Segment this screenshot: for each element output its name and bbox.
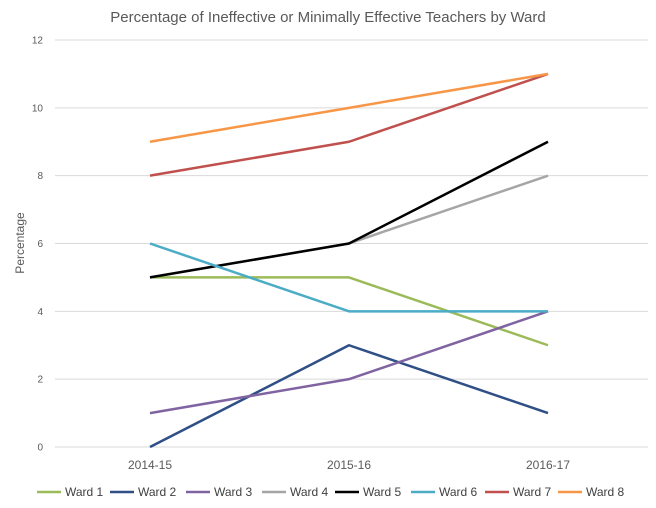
legend-label-ward-2: Ward 2 (138, 485, 177, 499)
y-tick-label-8: 8 (37, 171, 43, 182)
legend-label-ward-6: Ward 6 (439, 485, 478, 499)
legend-item-ward-2: Ward 2 (110, 485, 177, 499)
series-line-ward-3 (149, 310, 549, 415)
x-tick-label-2015-16: 2015-16 (327, 458, 371, 472)
legend-item-ward-8: Ward 8 (558, 485, 625, 499)
series-lines (149, 72, 549, 449)
series-line-ward-1 (150, 276, 549, 347)
series-line-ward-7 (149, 72, 549, 177)
x-tick-label-2014-15: 2014-15 (128, 458, 172, 472)
legend-item-ward-1: Ward 1 (37, 485, 104, 499)
y-tick-label-2: 2 (37, 375, 43, 386)
y-tick-label-12: 12 (32, 36, 44, 47)
series-line-ward-5 (149, 140, 549, 279)
y-tick-label-0: 0 (37, 443, 43, 454)
chart-title: Percentage of Ineffective or Minimally E… (110, 9, 545, 26)
legend-item-ward-5: Ward 5 (335, 485, 402, 499)
y-tick-label-4: 4 (37, 307, 43, 318)
legend: Ward 1 Ward 2 Ward 3 Ward 4 Ward 5 Ward 6 Ward… (37, 485, 625, 499)
x-tick-labels: 2014-15 2015-16 2016-17 (128, 458, 570, 472)
legend-label-ward-5: Ward 5 (363, 485, 402, 499)
series-line-ward-2 (149, 344, 549, 449)
series-line-ward-8 (149, 72, 549, 143)
legend-label-ward-4: Ward 4 (290, 485, 329, 499)
legend-label-ward-1: Ward 1 (65, 485, 104, 499)
y-tick-label-10: 10 (32, 103, 44, 114)
legend-item-ward-3: Ward 3 (186, 485, 253, 499)
y-axis-label: Percentage (13, 212, 27, 274)
legend-item-ward-7: Ward 7 (485, 485, 552, 499)
legend-label-ward-7: Ward 7 (513, 485, 552, 499)
legend-item-ward-4: Ward 4 (262, 485, 329, 499)
legend-label-ward-3: Ward 3 (214, 485, 253, 499)
x-tick-label-2016-17: 2016-17 (526, 458, 570, 472)
y-tick-label-6: 6 (37, 239, 43, 250)
y-tick-labels: 0 2 4 6 8 10 12 (32, 36, 44, 454)
legend-item-ward-6: Ward 6 (411, 485, 478, 499)
series-line-ward-4 (149, 174, 549, 279)
legend-label-ward-8: Ward 8 (586, 485, 625, 499)
series-line-ward-6 (149, 242, 548, 313)
